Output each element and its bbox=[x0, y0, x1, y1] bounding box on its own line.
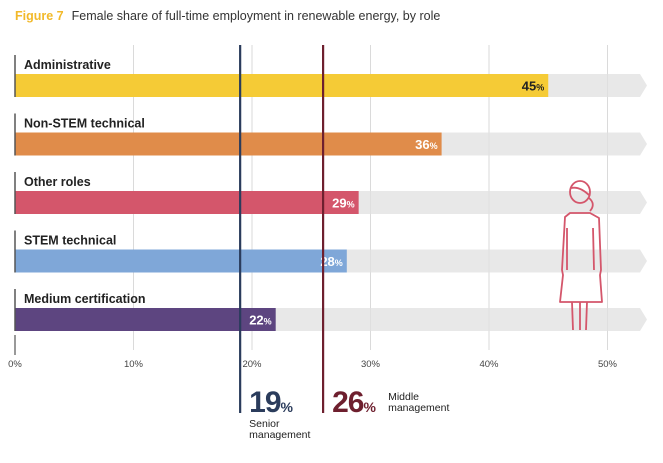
reference-caption: Senior bbox=[249, 418, 280, 430]
category-label: Administrative bbox=[24, 58, 111, 72]
category-label: Non-STEM technical bbox=[24, 117, 145, 131]
reference-value: 19% bbox=[249, 386, 293, 419]
x-tick-label: 20% bbox=[242, 359, 262, 370]
x-tick-label: 30% bbox=[361, 359, 381, 370]
reference-caption: management bbox=[249, 429, 310, 441]
category-label: Other roles bbox=[24, 175, 91, 189]
x-tick-label: 10% bbox=[124, 359, 144, 370]
figure-title: Figure 7 Female share of full-time employ… bbox=[15, 9, 440, 23]
figure-label: Figure 7 bbox=[15, 9, 64, 23]
x-tick-label: 0% bbox=[8, 359, 22, 370]
x-tick-label: 40% bbox=[479, 359, 499, 370]
value-label: 36% bbox=[415, 137, 437, 152]
bar bbox=[15, 132, 442, 156]
bar bbox=[15, 191, 359, 214]
reference-caption: management bbox=[388, 402, 449, 414]
value-label: 29% bbox=[332, 196, 354, 211]
figure-title-text: Female share of full-time employment in … bbox=[71, 9, 441, 23]
value-label: 45% bbox=[522, 79, 544, 94]
value-label: 22% bbox=[249, 313, 271, 328]
reference-value: 26% bbox=[332, 386, 376, 419]
bar bbox=[15, 308, 276, 331]
reference-caption: Middle bbox=[388, 391, 419, 403]
category-label: STEM technical bbox=[24, 234, 116, 248]
bar bbox=[15, 74, 549, 97]
bar bbox=[15, 249, 347, 273]
woman-figure-icon bbox=[559, 180, 603, 331]
category-label: Medium certification bbox=[24, 292, 146, 306]
x-tick-label: 50% bbox=[598, 359, 618, 370]
